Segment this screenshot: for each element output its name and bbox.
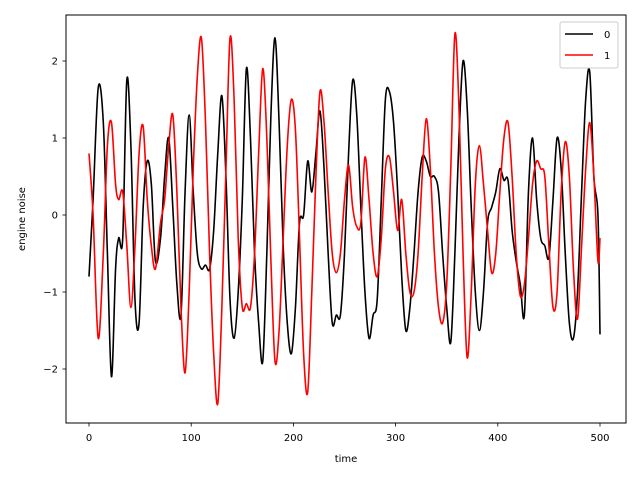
y-tick-label: 1: [52, 134, 58, 145]
legend-label-0: 0: [604, 30, 610, 41]
plot-frame: [65, 14, 627, 424]
x-tick-label: 500: [590, 433, 609, 444]
x-tick-label: 400: [488, 433, 507, 444]
y-axis-label: engine noise: [17, 187, 28, 251]
legend-label-1: 1: [604, 51, 610, 62]
y-tick-label: −1: [43, 288, 58, 299]
x-tick-label: 300: [386, 433, 405, 444]
y-tick-label: 2: [52, 57, 58, 68]
x-axis-ticks: 0 100 200 300 400 500: [86, 423, 610, 444]
legend: 0 1: [559, 21, 619, 69]
y-axis-ticks: −2 −1 0 1 2: [43, 57, 66, 376]
x-tick-label: 200: [284, 433, 303, 444]
series-layer: [88, 31, 601, 406]
y-tick-label: 0: [52, 211, 58, 222]
series-line-1: [88, 31, 601, 406]
x-axis-label: time: [335, 454, 358, 465]
y-tick-label: −2: [43, 365, 58, 376]
x-tick-label: 100: [182, 433, 201, 444]
x-tick-label: 0: [86, 433, 92, 444]
